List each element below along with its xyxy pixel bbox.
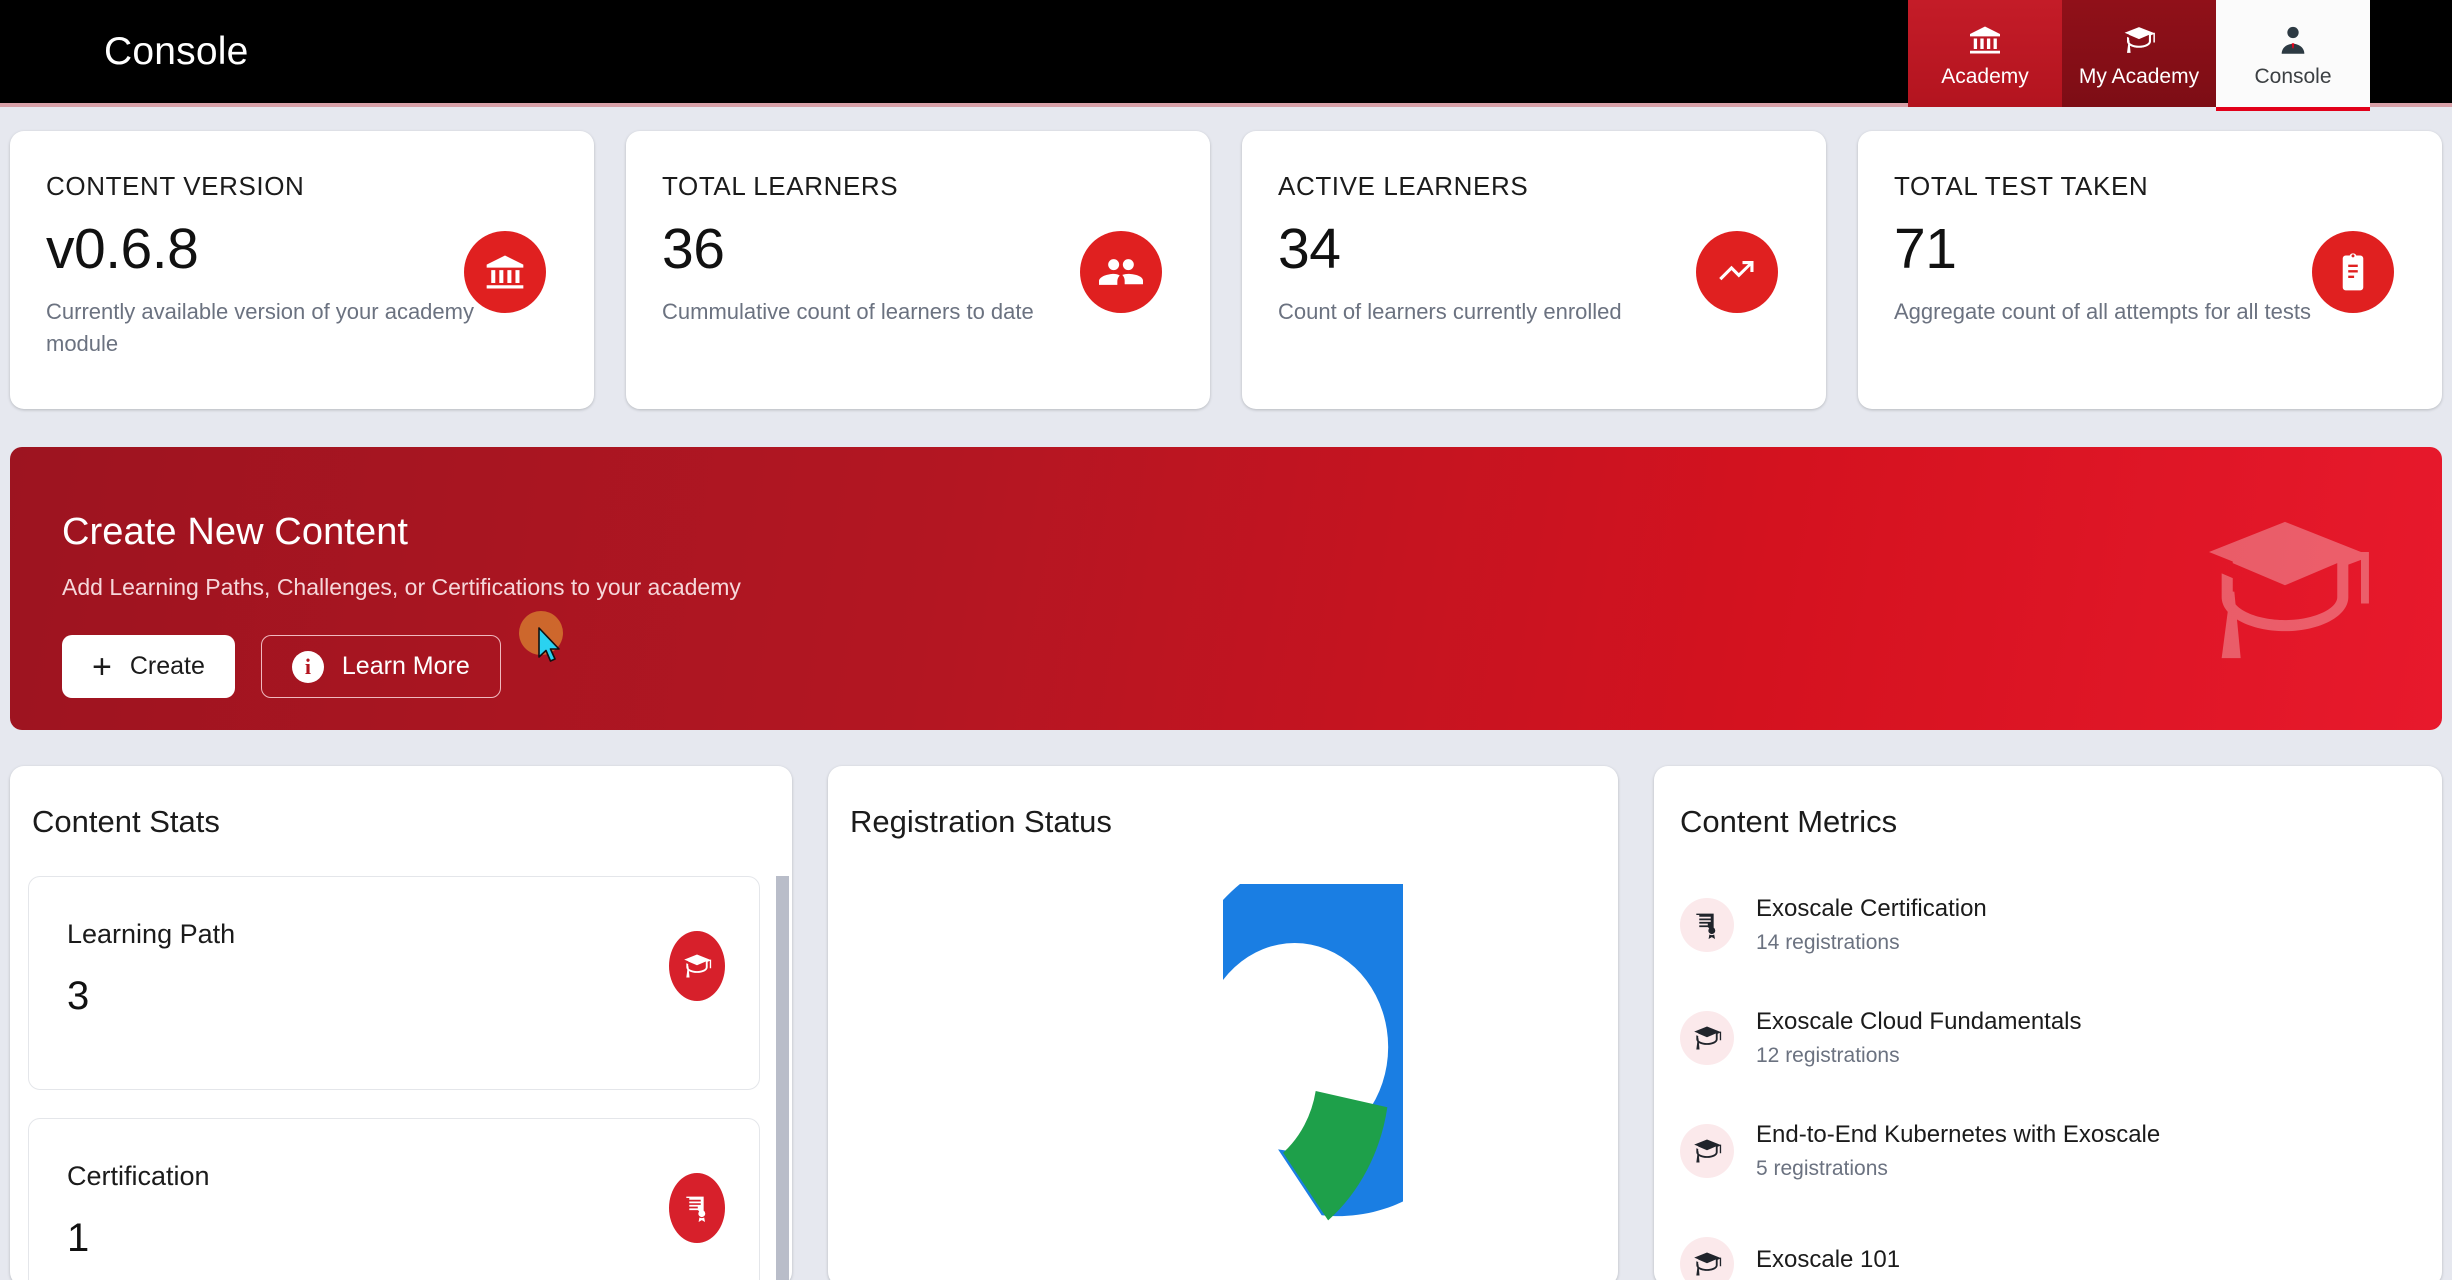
content-metric-item[interactable]: Exoscale Certification 14 registrations (1680, 888, 2416, 961)
content-metric-name: Exoscale 101 (1756, 1246, 1901, 1273)
content-metrics-list: Exoscale Certification 14 registrations … (1654, 888, 2442, 1280)
stat-value: 34 (1278, 217, 1341, 281)
content-stat-label: Certification (67, 1161, 210, 1191)
trending-up-icon (1696, 231, 1778, 313)
banner-actions: + Create i Learn More (62, 635, 2442, 698)
content-metric-item[interactable]: Exoscale Cloud Fundamentals 12 registrat… (1680, 1001, 2416, 1074)
content-stat-label: Learning Path (67, 919, 236, 949)
create-new-content-banner: Create New Content Add Learning Paths, C… (10, 447, 2442, 730)
nav-label-my-academy: My Academy (2078, 65, 2200, 88)
stat-description: Aggregate count of all attempts for all … (1894, 298, 2312, 324)
learn-more-button-label: Learn More (341, 652, 470, 680)
stat-value: v0.6.8 (46, 217, 199, 281)
graduation-cap-icon (2121, 18, 2157, 58)
graduation-cap-icon (669, 931, 725, 1001)
panel-title-registration-status: Registration Status (850, 804, 1112, 839)
clipboard-icon (2312, 231, 2394, 313)
info-icon: i (291, 650, 324, 683)
learn-more-button[interactable]: i Learn More (260, 635, 501, 698)
nav-label-console: Console (2254, 65, 2332, 88)
panel-content-stats: Content Stats Learning Path 3 Certificat… (10, 766, 792, 1280)
graduation-cap-icon (1680, 1123, 1734, 1178)
nav-item-my-academy[interactable]: My Academy (2062, 0, 2216, 107)
stat-card-total-test-taken: TOTAL TEST TAKEN 71 Aggregate count of a… (1858, 131, 2442, 409)
stat-card-active-learners: ACTIVE LEARNERS 34 Count of learners cur… (1242, 131, 1826, 409)
content-metric-count: 14 registrations (1756, 931, 1900, 954)
bank-icon (1967, 18, 2003, 58)
app-header: Console Academy My Academy (0, 0, 2452, 111)
create-button-label: Create (129, 652, 205, 680)
stat-title: TOTAL TEST TAKEN (1894, 171, 2149, 201)
stat-title: ACTIVE LEARNERS (1278, 171, 1529, 201)
page-title: Console (104, 29, 249, 73)
stat-title: CONTENT VERSION (46, 171, 305, 201)
top-nav: Academy My Academy Console (1908, 0, 2370, 111)
dashboard-panels: Content Stats Learning Path 3 Certificat… (10, 766, 2442, 1280)
certificate-icon (1680, 897, 1734, 952)
stat-value: 36 (662, 217, 725, 281)
content-metric-name: Exoscale Certification (1756, 895, 1987, 922)
bank-icon (464, 231, 546, 313)
user-admin-icon (2276, 18, 2310, 58)
donut-slice-completed (1283, 1091, 1388, 1221)
content-stat-value: 1 (67, 1216, 90, 1260)
stat-description: Count of learners currently enrolled (1278, 298, 1622, 324)
graduation-cap-icon (2190, 495, 2380, 685)
nav-item-console[interactable]: Console (2216, 0, 2370, 111)
stat-description: Cummulative count of learners to date (662, 298, 1034, 324)
plus-icon: + (92, 647, 112, 686)
panel-title-content-stats: Content Stats (32, 804, 220, 839)
content-stats-scrollbar[interactable] (776, 876, 789, 1280)
nav-item-academy[interactable]: Academy (1908, 0, 2062, 107)
graduation-cap-icon (1680, 1010, 1734, 1065)
nav-label-academy: Academy (1941, 65, 2029, 88)
content-stat-value: 3 (67, 974, 90, 1018)
content-metric-name: Exoscale Cloud Fundamentals (1756, 1008, 2082, 1035)
stat-card-content-version: CONTENT VERSION v0.6.8 Currently availab… (10, 131, 594, 409)
stat-description: Currently available version of your acad… (46, 298, 474, 356)
registration-status-chart (828, 884, 1618, 1280)
stats-row: CONTENT VERSION v0.6.8 Currently availab… (10, 107, 2442, 409)
content-metric-item[interactable]: Exoscale 101 (1680, 1227, 2416, 1280)
create-button[interactable]: + Create (62, 635, 235, 698)
people-icon (1080, 231, 1162, 313)
banner-title: Create New Content (62, 511, 409, 553)
content-metric-count: 12 registrations (1756, 1044, 1900, 1067)
panel-title-content-metrics: Content Metrics (1680, 804, 1898, 839)
stat-card-total-learners: TOTAL LEARNERS 36 Cummulative count of l… (626, 131, 1210, 409)
content-metric-item[interactable]: End-to-End Kubernetes with Exoscale 5 re… (1680, 1114, 2416, 1187)
content-stat-item-certification[interactable]: Certification 1 (28, 1118, 760, 1280)
panel-registration-status: Registration Status (828, 766, 1618, 1280)
panel-content-metrics: Content Metrics Exoscale Certification 1… (1654, 766, 2442, 1280)
content-stats-list: Learning Path 3 Certification 1 (10, 876, 792, 1280)
banner-subtitle: Add Learning Paths, Challenges, or Certi… (62, 574, 741, 600)
certificate-icon (669, 1173, 725, 1243)
content-stat-item-learning-path[interactable]: Learning Path 3 (28, 876, 760, 1090)
stat-title: TOTAL LEARNERS (662, 171, 899, 201)
graduation-cap-icon (1680, 1236, 1734, 1280)
content-metric-count: 5 registrations (1756, 1157, 1888, 1180)
content-metric-name: End-to-End Kubernetes with Exoscale (1756, 1121, 2161, 1148)
stat-value: 71 (1894, 217, 1957, 281)
